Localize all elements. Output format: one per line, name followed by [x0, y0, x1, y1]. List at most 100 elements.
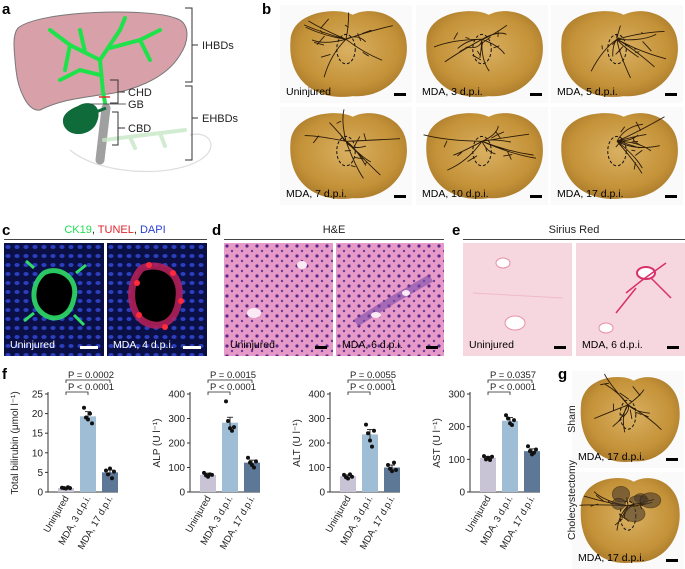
whole-mount-liver-image: MDA, 17 d.p.i.	[551, 107, 683, 205]
scale-bar	[183, 346, 201, 349]
significance-label: P < 0.0001	[490, 382, 536, 393]
label-ihbds: IHBDs	[202, 40, 234, 52]
panel-d-letter: d	[212, 222, 222, 239]
data-point	[372, 428, 376, 433]
data-point	[88, 411, 92, 416]
data-point	[482, 454, 486, 459]
whole-mount-liver-art	[579, 478, 680, 563]
scale-bar	[394, 93, 406, 96]
bar	[102, 472, 118, 492]
cystic-duct	[95, 106, 107, 114]
data-point	[90, 421, 94, 426]
bar	[222, 422, 238, 492]
cbd-bracket	[112, 111, 125, 146]
bar	[502, 420, 518, 492]
scale-bar	[666, 559, 678, 562]
panel-a-letter: a	[2, 1, 11, 18]
significance-label: P < 0.0001	[210, 382, 256, 393]
data-point	[368, 438, 372, 443]
scale-bar	[665, 93, 677, 96]
data-point	[346, 476, 350, 481]
liver-image-caption: Uninjured	[286, 86, 331, 98]
data-point	[366, 431, 370, 436]
label-gb: GB	[128, 99, 144, 111]
data-point	[350, 474, 354, 479]
sr-caption-mda: MDA, 6 d.p.i.	[582, 339, 643, 351]
significance-bracket	[65, 379, 111, 383]
panel-d-rule	[224, 239, 444, 240]
data-point	[230, 428, 234, 433]
data-point	[226, 418, 230, 423]
scale-bar	[667, 346, 679, 349]
data-point	[110, 476, 114, 481]
label-ehbds: EHBDs	[202, 113, 239, 125]
data-point	[104, 468, 108, 473]
label-cbd: CBD	[128, 123, 151, 135]
if-image-uninjured-art	[4, 243, 104, 356]
data-point	[506, 416, 510, 421]
bar	[200, 474, 216, 492]
data-point	[392, 460, 396, 465]
he-image-mda: MDA, 6 d.p.i.	[336, 243, 444, 356]
scale-bar	[80, 346, 98, 349]
significance-label: P = 0.0357	[490, 370, 536, 381]
data-point	[528, 449, 532, 454]
y-tick-label: 400	[168, 390, 185, 401]
data-point	[224, 399, 228, 404]
sr-caption-uninjured: Uninjured	[469, 339, 514, 351]
data-point	[210, 472, 214, 477]
if-caption-uninjured: Uninjured	[10, 339, 55, 351]
bar	[244, 462, 260, 492]
panel-g-side-label: Cholecystectomy	[566, 460, 578, 540]
data-point	[106, 472, 110, 477]
whole-mount-liver-art	[561, 113, 678, 199]
sr-image-mda: MDA, 6 d.p.i.	[576, 243, 685, 356]
stain-dapi: DAPI	[139, 224, 166, 236]
he-image-mda-art	[336, 243, 444, 356]
liver-image-caption: MDA, 17 d.p.i.	[578, 552, 645, 564]
y-tick-label: 15	[32, 429, 44, 440]
cbd-duct	[95, 103, 111, 165]
ehbd-bracket	[185, 85, 198, 161]
data-point	[364, 422, 368, 427]
y-tick-label: 0	[37, 488, 43, 499]
panel-e-title: Sirius Red	[548, 224, 600, 236]
significance-bracket	[207, 391, 231, 395]
y-axis-label: AST (U l⁻¹)	[432, 418, 443, 468]
y-tick-label: 300	[448, 390, 465, 401]
whole-mount-liver-image: MDA, 17 d.p.i.	[572, 371, 684, 468]
scale-bar	[666, 458, 678, 461]
bar	[340, 476, 356, 492]
data-point	[510, 423, 514, 428]
he-caption-uninjured: Uninjured	[230, 339, 275, 351]
liver-image-caption: MDA, 17 d.p.i.	[578, 451, 645, 463]
ihbd-bracket	[185, 7, 198, 83]
data-point	[490, 454, 494, 459]
whole-mount-liver-image: MDA, 17 d.p.i.	[572, 472, 684, 569]
whole-mount-liver-image: MDA, 5 d.p.i.	[551, 5, 683, 103]
liver-image-caption: MDA, 3 d.p.i.	[422, 86, 483, 98]
whole-mount-liver-image: MDA, 10 d.p.i.	[416, 107, 548, 205]
panel-d-title: H&E	[322, 224, 346, 236]
scale-bar	[426, 346, 438, 349]
data-point	[504, 413, 508, 418]
sr-image-uninjured-art	[472, 257, 564, 331]
liver-image-caption: MDA, 17 d.p.i.	[557, 188, 624, 200]
whole-mount-liver-art	[423, 113, 543, 199]
scale-bar	[665, 195, 677, 198]
liver-image-caption: MDA, 10 d.p.i.	[422, 188, 489, 200]
significance-label: P < 0.0001	[68, 382, 114, 393]
y-axis-label: ALP (U l⁻¹)	[152, 419, 163, 468]
y-tick-label: 0	[179, 488, 185, 499]
y-tick-label: 100	[308, 463, 325, 474]
scale-bar	[315, 346, 327, 349]
stain-sep-2: ,	[133, 224, 140, 236]
data-point	[488, 457, 492, 462]
significance-label: P = 0.0055	[350, 370, 396, 381]
panel-f-letter: f	[2, 366, 7, 383]
panel-c-rule	[4, 239, 207, 240]
panel-a-schematic: IHBDs EHBDs CHD GB CBD	[13, 7, 239, 173]
y-tick-label: 200	[308, 439, 325, 450]
